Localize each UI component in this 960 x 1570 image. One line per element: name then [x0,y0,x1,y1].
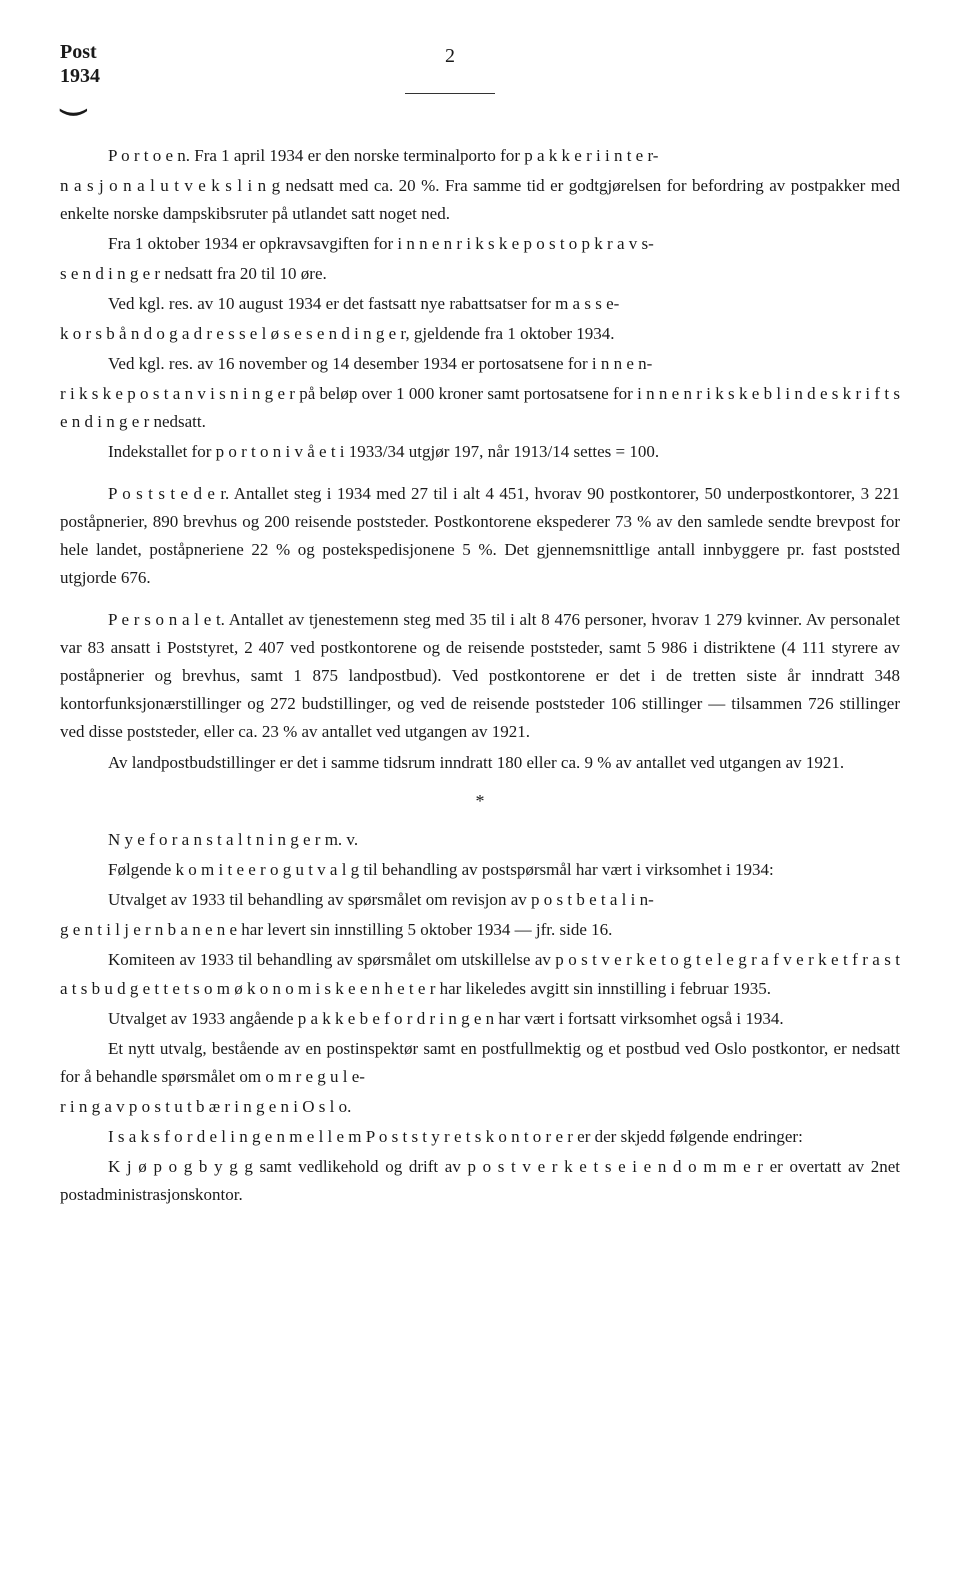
para-9: N y e f o r a n s t a l t n i n g e r m.… [60,826,900,854]
para-3a: Ved kgl. res. av 10 august 1934 er det f… [60,290,900,318]
para-14b: r i n g a v p o s t u t b æ r i n g e n … [60,1093,900,1121]
para-14a: Et nytt utvalg, bestående av en postinsp… [60,1035,900,1091]
page-number: 2 [445,45,455,67]
para-11a: Utvalget av 1933 til behandling av spørs… [60,886,900,914]
page-number-block: 2 [100,40,900,106]
para-6: P o s t s t e d e r. Antallet steg i 193… [60,480,900,592]
para-10: Følgende k o m i t e e r o g u t v a l g… [60,856,900,884]
para-2b: s e n d i n g e r nedsatt fra 20 til 10 … [60,260,900,288]
para-4a: Ved kgl. res. av 16 november og 14 desem… [60,350,900,378]
para-15: I s a k s f o r d e l i n g e n m e l l … [60,1123,900,1151]
para-12: Komiteen av 1933 til behandling av spørs… [60,946,900,1002]
para-3b: k o r s b å n d o g a d r e s s e l ø s … [60,320,900,348]
header-brace: ⏝ [60,83,85,114]
para-5: Indekstallet for p o r t o n i v å e t i… [60,438,900,466]
para-13: Utvalget av 1933 angående p a k k e b e … [60,1005,900,1033]
para-1a: P o r t o e n. Fra 1 april 1934 er den n… [60,142,900,170]
para-11b: g e n t i l j e r n b a n e n e har leve… [60,916,900,944]
para-1b: n a s j o n a l u t v e k s l i n g neds… [60,172,900,228]
header-post: Post [60,41,97,63]
para-4b: r i k s k e p o s t a n v i s n i n g e … [60,380,900,436]
para-7: P e r s o n a l e t. Antallet av tjenest… [60,606,900,746]
para-8: Av landpostbudstillinger er det i samme … [60,749,900,777]
para-2a: Fra 1 oktober 1934 er opkravsavgiften fo… [60,230,900,258]
page-number-underline [405,91,495,94]
asterisk-divider: * [60,787,900,817]
page-header: Post 1934 ⏝ 2 [60,40,900,122]
header-label: Post 1934 ⏝ [60,40,100,122]
para-16: K j ø p o g b y g g samt vedlikehold og … [60,1153,900,1209]
